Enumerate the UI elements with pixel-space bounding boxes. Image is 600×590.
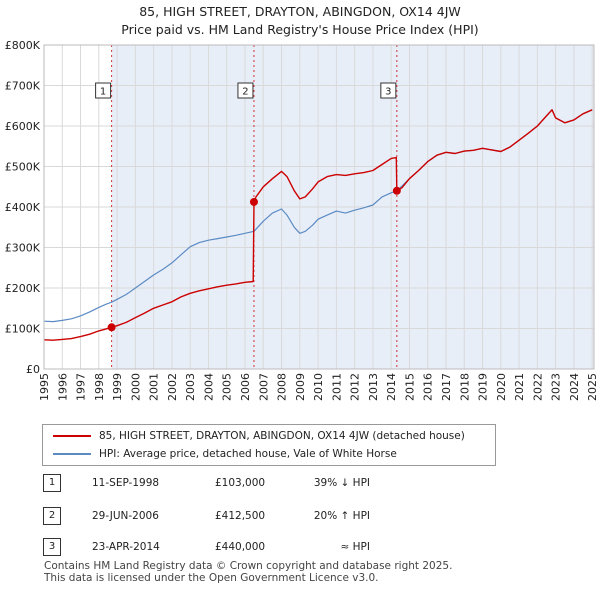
sale-price: £103,000 — [215, 477, 266, 489]
sale-price: £412,500 — [215, 510, 266, 522]
x-tick-label: 2021 — [513, 373, 526, 401]
x-tick-label: 2023 — [550, 373, 563, 401]
sale-label-number: 3 — [385, 87, 391, 98]
sale-price: £440,000 — [215, 541, 266, 553]
sale-number-badge: 3 — [43, 538, 61, 556]
x-tick-label: 2014 — [385, 373, 398, 401]
sale-hpi-comparison: 39% ↓ HPI — [313, 477, 370, 489]
x-tick-label: 2009 — [294, 373, 307, 401]
y-tick-label: £200K — [5, 282, 41, 295]
sale-label-box — [380, 82, 397, 99]
y-tick-label: £600K — [5, 120, 41, 133]
x-tick-label: 2017 — [440, 373, 453, 401]
legend-item-hpi: HPI: Average price, detached house, Vale… — [53, 445, 397, 463]
y-tick-label: £400K — [5, 201, 41, 214]
sale-label-box — [95, 82, 112, 99]
y-tick-label: £100K — [5, 323, 41, 336]
legend: 85, HIGH STREET, DRAYTON, ABINGDON, OX14… — [42, 424, 496, 466]
series-line-property — [43, 109, 593, 341]
y-tick-label: £700K — [5, 80, 41, 93]
x-tick-label: 2001 — [148, 373, 161, 401]
sale-label-number: 2 — [242, 87, 248, 98]
x-tick-label: 2002 — [166, 373, 179, 401]
x-tick-label: 2022 — [531, 373, 544, 401]
legend-label-hpi: HPI: Average price, detached house, Vale… — [99, 448, 397, 460]
sale-number-badge: 1 — [43, 474, 61, 492]
x-tick-label: 2004 — [202, 373, 215, 401]
plot-frame — [43, 44, 595, 370]
x-tick-label: 2007 — [257, 373, 270, 401]
x-tick-label: 2010 — [312, 373, 325, 401]
x-tick-label: 1997 — [75, 373, 88, 401]
sale-label-number: 1 — [100, 87, 106, 98]
x-tick-label: 2000 — [129, 373, 142, 401]
sale-date: 11-SEP-1998 — [92, 477, 160, 489]
sale-date: 29-JUN-2006 — [92, 510, 159, 522]
x-tick-label: 2012 — [349, 373, 362, 401]
x-tick-label: 2024 — [568, 373, 581, 401]
x-tick-label: 2019 — [477, 373, 490, 401]
sale-point — [392, 186, 401, 195]
legend-swatch-hpi — [53, 453, 91, 455]
sale-number-badge: 2 — [43, 507, 61, 525]
y-tick-label: £300K — [5, 242, 41, 255]
x-tick-label: 2018 — [458, 373, 471, 401]
x-tick-label: 2006 — [239, 373, 252, 401]
y-tick-label: £0 — [26, 363, 40, 376]
x-tick-label: 2011 — [330, 373, 343, 401]
x-tick-label: 1999 — [111, 373, 124, 401]
sale-hpi-comparison: 20% ↑ HPI — [313, 510, 370, 522]
x-tick-label: 1998 — [93, 373, 106, 401]
sale-label-box — [237, 82, 254, 99]
chart-title: 85, HIGH STREET, DRAYTON, ABINGDON, OX14… — [139, 4, 461, 19]
footer-licence: This data is licensed under the Open Gov… — [44, 572, 379, 584]
x-tick-label: 2008 — [276, 373, 289, 401]
x-tick-label: 1996 — [56, 373, 69, 401]
legend-label-property: 85, HIGH STREET, DRAYTON, ABINGDON, OX14… — [99, 430, 465, 442]
x-tick-label: 2025 — [586, 373, 599, 401]
y-tick-label: £500K — [5, 161, 41, 174]
sale-date: 23-APR-2014 — [92, 541, 160, 553]
x-tick-label: 2015 — [403, 373, 416, 401]
x-tick-label: 2005 — [221, 373, 234, 401]
legend-swatch-property — [53, 435, 91, 437]
x-tick-label: 2013 — [367, 373, 380, 401]
price-chart: £0 £100K £200K £300K £400K £500K £600K £700K £80… — [5, 39, 599, 401]
x-tick-label: 2003 — [184, 373, 197, 401]
sale-hpi-comparison: ≈ HPI — [340, 541, 370, 553]
legend-item-property: 85, HIGH STREET, DRAYTON, ABINGDON, OX14… — [53, 427, 465, 445]
y-tick-label: £800K — [5, 39, 41, 52]
x-tick-label: 2016 — [422, 373, 435, 401]
footer-copyright: Contains HM Land Registry data © Crown c… — [44, 560, 453, 572]
sale-point — [107, 323, 116, 332]
x-tick-label: 2020 — [495, 373, 508, 401]
chart-subtitle: Price paid vs. HM Land Registry's House … — [121, 22, 479, 37]
x-tick-label: 1995 — [38, 373, 51, 401]
sale-point — [249, 197, 258, 206]
